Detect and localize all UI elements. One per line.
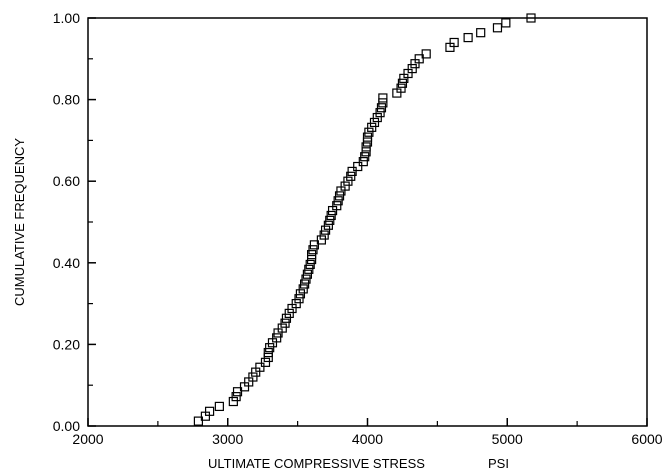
data-point-marker xyxy=(308,245,318,255)
y-tick-label: 0.80 xyxy=(53,92,80,108)
data-point-marker xyxy=(232,387,243,397)
data-point-marker xyxy=(375,108,385,118)
data-point-marker xyxy=(265,343,275,353)
data-point-marker xyxy=(362,137,373,147)
data-point-marker xyxy=(364,127,374,137)
x-axis-ticks: 2000 3000 4000 5000 6000 xyxy=(72,418,663,447)
data-point-marker xyxy=(369,117,380,128)
y-tick-label: 0.40 xyxy=(53,255,80,271)
data-point-marker xyxy=(301,274,311,284)
data-point-marker xyxy=(193,416,204,426)
data-point-marker xyxy=(304,264,314,274)
data-point-marker xyxy=(214,401,224,412)
data-point-marker xyxy=(263,352,273,363)
x-axis-title: ULTIMATE COMPRESSIVE STRESS xyxy=(208,456,425,471)
data-point-marker xyxy=(362,132,373,142)
data-point-marker xyxy=(347,166,357,177)
data-point-marker xyxy=(305,259,315,270)
data-point-marker xyxy=(294,294,304,304)
data-point-marker xyxy=(231,392,241,402)
x-tick-label: 4000 xyxy=(352,431,383,447)
data-point-marker xyxy=(361,147,371,157)
data-point-marker xyxy=(334,191,345,201)
data-point-marker xyxy=(295,289,306,299)
data-point-marker xyxy=(277,323,287,333)
data-point-marker xyxy=(358,157,368,167)
y-tick-label: 1.00 xyxy=(53,10,80,26)
x-axis-unit: PSI xyxy=(488,456,509,471)
data-point-marker xyxy=(353,161,363,172)
plot-frame xyxy=(87,17,648,427)
data-point-marker xyxy=(319,230,329,240)
data-point-marker xyxy=(298,284,308,294)
data-point-marker xyxy=(323,220,333,230)
y-axis-ticks: 0.00 0.20 0.40 0.60 0.80 1.00 xyxy=(53,10,96,434)
data-point-marker xyxy=(414,54,424,64)
y-tick-label: 0.60 xyxy=(53,173,80,189)
data-point-marker xyxy=(361,142,371,152)
data-point-marker xyxy=(397,78,408,88)
data-point-marker xyxy=(248,372,258,382)
data-point-marker xyxy=(263,347,273,358)
data-point-marker xyxy=(260,357,271,367)
x-tick-label: 3000 xyxy=(212,431,243,447)
data-point-marker xyxy=(307,254,317,265)
data-point-marker xyxy=(255,362,265,372)
data-point-marker xyxy=(378,93,388,103)
data-point-marker xyxy=(343,176,353,186)
x-tick-label: 6000 xyxy=(631,431,662,447)
data-point-marker xyxy=(407,63,417,74)
data-point-marker xyxy=(376,103,387,113)
data-point-marker xyxy=(316,235,326,245)
data-point-marker xyxy=(332,201,342,211)
data-point-marker xyxy=(307,250,317,260)
data-point-marker xyxy=(309,240,319,250)
data-point-marker xyxy=(378,98,388,108)
data-points xyxy=(193,13,536,426)
data-point-marker xyxy=(291,299,301,309)
data-point-marker xyxy=(272,333,282,343)
data-point-marker xyxy=(476,28,486,38)
data-point-marker xyxy=(421,49,431,59)
data-point-marker xyxy=(526,13,536,23)
data-point-marker xyxy=(281,313,292,323)
data-point-marker xyxy=(284,308,294,318)
data-point-marker xyxy=(396,83,406,93)
data-point-marker xyxy=(372,112,382,123)
data-point-marker xyxy=(463,32,473,43)
x-tick-label: 2000 xyxy=(72,431,103,447)
data-point-marker xyxy=(302,269,313,279)
data-point-marker xyxy=(326,210,336,221)
data-point-marker xyxy=(340,181,350,191)
data-point-marker xyxy=(360,152,370,162)
y-axis-title: CUMULATIVE FREQUENCY xyxy=(12,138,27,306)
data-point-marker xyxy=(280,318,290,328)
data-point-marker xyxy=(492,23,503,33)
data-point-marker xyxy=(333,196,343,206)
data-point-marker xyxy=(449,37,459,48)
data-point-marker xyxy=(228,396,238,407)
y-tick-label: 0.20 xyxy=(53,336,80,352)
data-point-marker xyxy=(325,215,335,225)
y-tick-label: 0.00 xyxy=(53,418,80,434)
data-point-marker xyxy=(501,18,511,28)
data-point-marker xyxy=(346,171,356,181)
data-point-marker xyxy=(300,279,310,289)
x-tick-label: 5000 xyxy=(492,431,523,447)
data-point-marker xyxy=(204,406,215,416)
data-point-marker xyxy=(320,225,331,235)
data-point-marker xyxy=(367,122,377,132)
